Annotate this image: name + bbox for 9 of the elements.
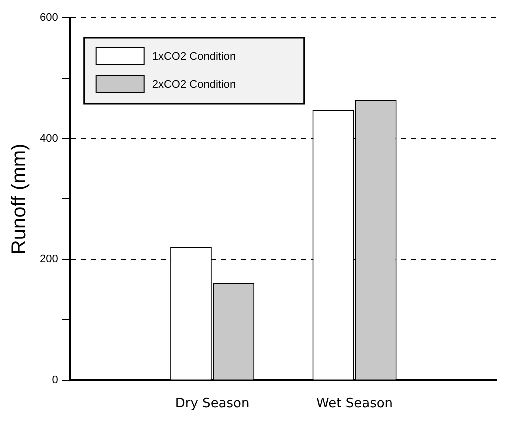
y-axis-title: Runoff (mm) bbox=[8, 144, 31, 255]
x-tick-label: Wet Season bbox=[316, 396, 394, 412]
y-tick-label: 0 bbox=[52, 374, 58, 386]
y-tick-label: 600 bbox=[40, 12, 58, 24]
legend-label: 2xCO2 Condition bbox=[152, 79, 236, 92]
y-tick-label: 400 bbox=[40, 132, 58, 145]
legend-label: 1xCO2 Condition bbox=[152, 51, 236, 64]
x-tick-label: Dry Season bbox=[175, 396, 250, 412]
y-tick-label: 200 bbox=[40, 254, 58, 266]
